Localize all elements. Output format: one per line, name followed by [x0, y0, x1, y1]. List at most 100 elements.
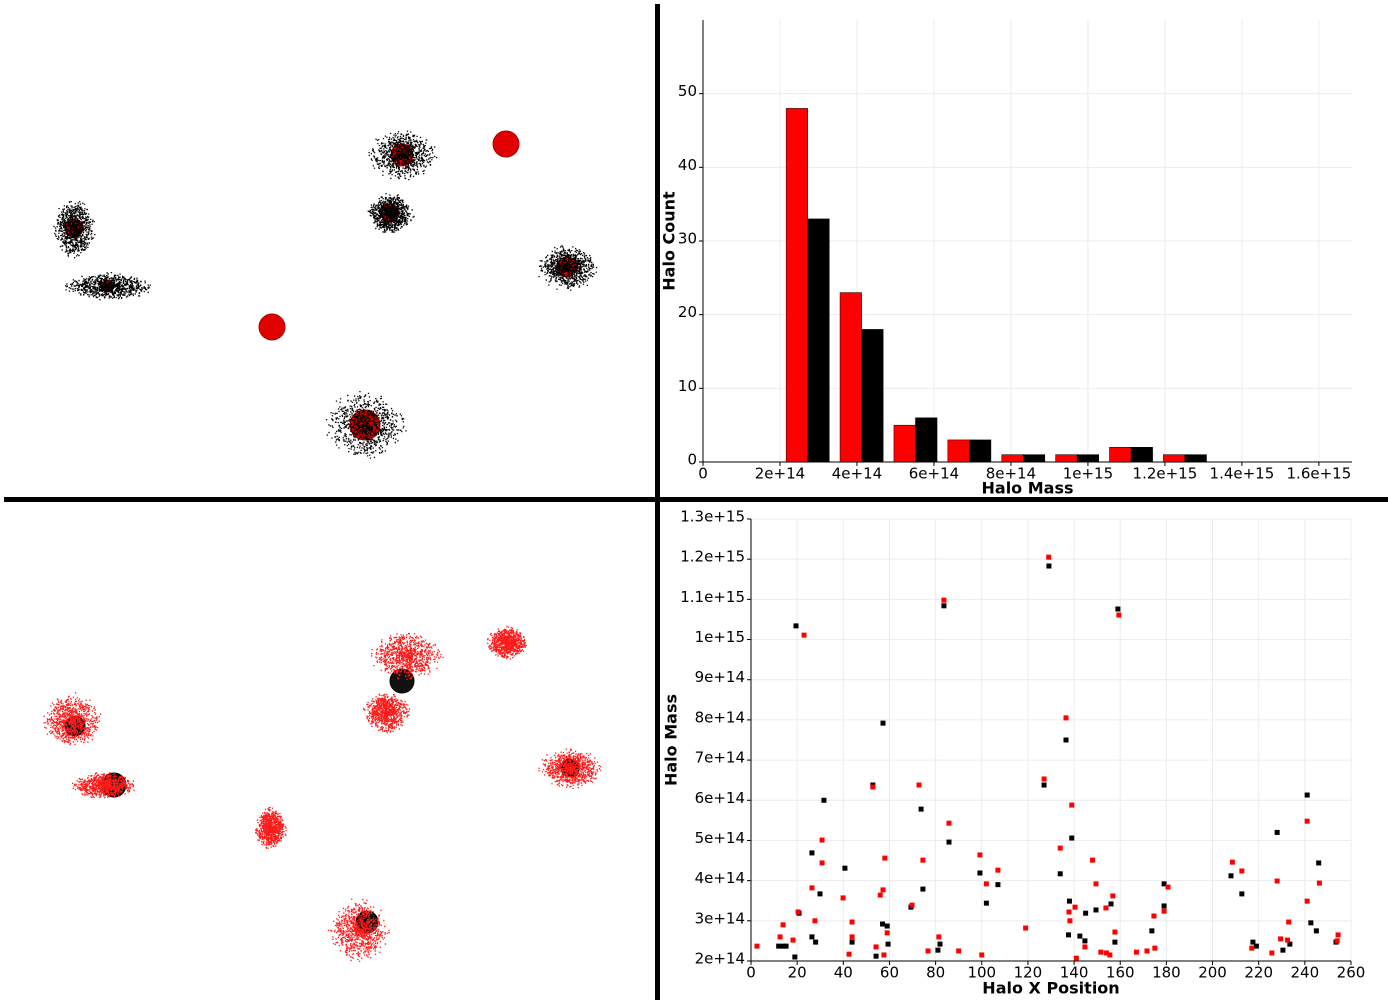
- point: [995, 867, 1001, 873]
- bar: [1076, 454, 1099, 463]
- point: [1274, 829, 1280, 835]
- point: [1090, 857, 1096, 863]
- point: [1313, 928, 1319, 934]
- point: [1133, 949, 1139, 955]
- point: [1161, 881, 1167, 887]
- point: [819, 837, 825, 843]
- bar: [893, 424, 916, 463]
- point: [819, 860, 825, 866]
- x-tick-label: 220: [1244, 964, 1273, 982]
- point: [1046, 554, 1052, 560]
- y-tick-label: 10: [678, 377, 697, 395]
- point: [1063, 737, 1069, 743]
- point: [995, 882, 1001, 888]
- point: [1229, 859, 1235, 865]
- point: [1334, 938, 1340, 944]
- particle-cloud: [53, 200, 96, 259]
- point: [1112, 939, 1118, 945]
- point: [840, 895, 846, 901]
- point: [936, 934, 942, 940]
- point: [1066, 932, 1072, 938]
- bar: [947, 439, 970, 463]
- point: [1316, 880, 1322, 886]
- point: [979, 952, 985, 958]
- point: [882, 855, 888, 861]
- x-tick-label: 1.4e+15: [1210, 465, 1275, 483]
- x-tick-label: 60: [880, 964, 899, 982]
- bar: [807, 218, 830, 463]
- point: [809, 850, 815, 856]
- point: [880, 921, 886, 927]
- halo-sphere: [492, 130, 520, 158]
- x-tick-label: 1.2e+15: [1133, 465, 1198, 483]
- particle-cloud: [368, 130, 438, 181]
- point: [780, 922, 786, 928]
- y-tick-label: 1.3e+15: [680, 508, 745, 526]
- point: [812, 918, 818, 924]
- particle-cloud: [254, 806, 287, 849]
- y-tick-label: 8e+14: [695, 708, 745, 726]
- point: [873, 944, 879, 950]
- point: [1250, 939, 1256, 945]
- point: [880, 720, 886, 726]
- point: [1115, 606, 1121, 612]
- point: [792, 954, 798, 960]
- horizontal-divider: [4, 497, 1388, 502]
- point: [1161, 908, 1167, 914]
- point: [1063, 715, 1069, 721]
- point: [918, 806, 924, 812]
- point: [1144, 948, 1150, 954]
- point: [1110, 893, 1116, 899]
- point: [1151, 913, 1157, 919]
- point: [849, 934, 855, 940]
- particle-cloud: [371, 633, 444, 680]
- point: [1253, 943, 1259, 949]
- bar: [785, 108, 808, 463]
- y-tick-label: 1.2e+15: [680, 548, 745, 566]
- point: [946, 839, 952, 845]
- y-tick-label: 6e+14: [695, 789, 745, 807]
- point: [909, 902, 915, 908]
- particle-cloud: [538, 245, 598, 291]
- point: [946, 820, 952, 826]
- render-views: [43, 130, 602, 962]
- x-tick-label: 8e+14: [986, 465, 1036, 483]
- x-tick-label: 180: [1152, 964, 1181, 982]
- point: [1041, 782, 1047, 788]
- x-tick-label: 2e+14: [755, 465, 805, 483]
- point: [817, 891, 823, 897]
- point: [1249, 945, 1255, 951]
- point: [790, 937, 796, 943]
- particle-cloud: [72, 772, 135, 799]
- y-tick-label: 50: [678, 82, 697, 100]
- point: [1072, 904, 1078, 910]
- x-tick-label: 6e+14: [909, 465, 959, 483]
- point: [1103, 950, 1109, 956]
- point: [1066, 909, 1072, 915]
- x-tick-label: 0: [698, 465, 708, 483]
- point: [956, 948, 962, 954]
- x-tick-label: 4e+14: [832, 465, 882, 483]
- point: [1057, 845, 1063, 851]
- point: [1116, 612, 1122, 618]
- x-tick-label: 20: [788, 964, 807, 982]
- point: [1107, 952, 1113, 958]
- point: [1269, 950, 1275, 956]
- point: [1304, 898, 1310, 904]
- point: [1228, 873, 1234, 879]
- point: [849, 939, 855, 945]
- point: [776, 943, 782, 949]
- y-tick-label: 4e+14: [695, 869, 745, 887]
- point: [1152, 945, 1158, 951]
- point: [1161, 903, 1167, 909]
- y-tick-label: 30: [678, 230, 697, 248]
- point: [941, 597, 947, 603]
- point: [916, 782, 922, 788]
- x-tick-label: 100: [967, 964, 996, 982]
- bar: [1055, 454, 1078, 463]
- x-tick-label: 160: [1106, 964, 1135, 982]
- x-tick-label: 240: [1291, 964, 1320, 982]
- point: [1165, 884, 1171, 890]
- point: [870, 784, 876, 790]
